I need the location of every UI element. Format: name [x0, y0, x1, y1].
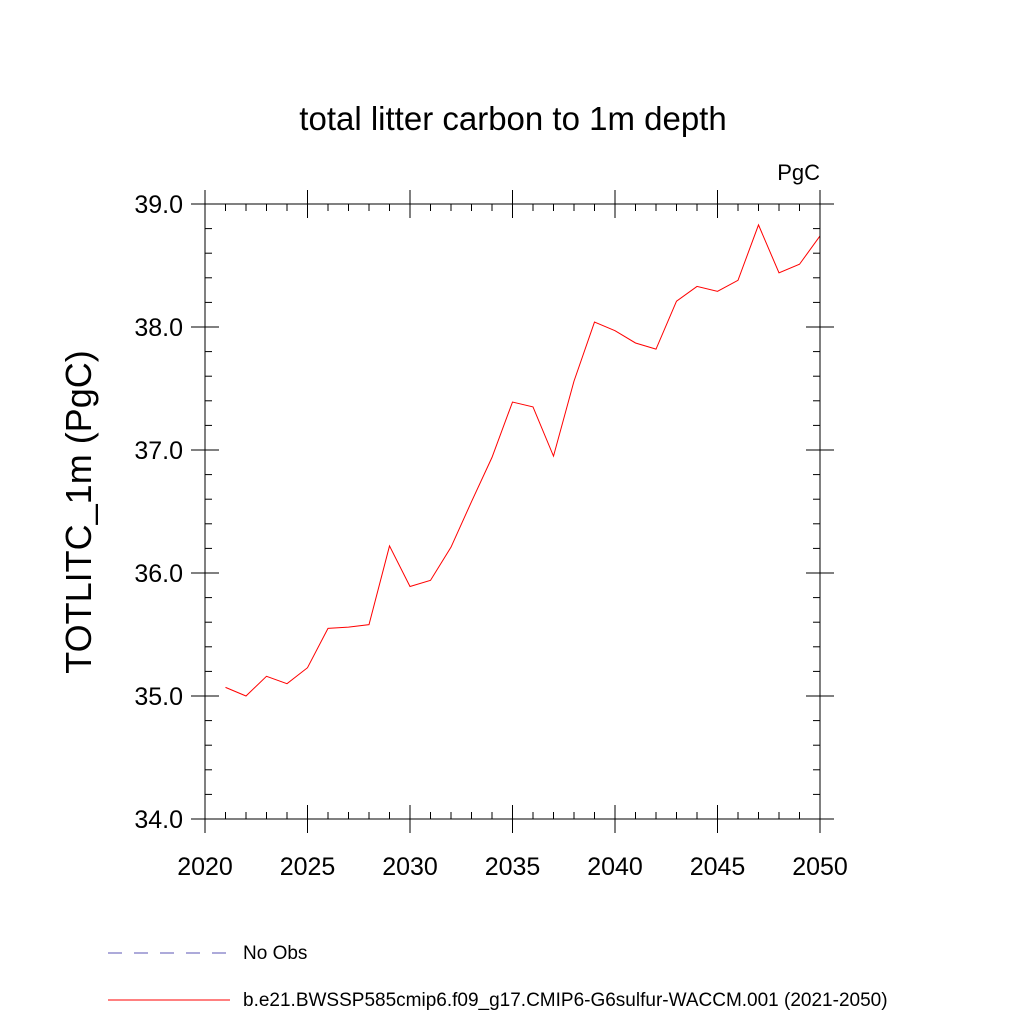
y-tick-label: 35.0 — [134, 683, 183, 711]
series-line-0 — [225, 223, 821, 697]
y-tick-label: 34.0 — [134, 806, 183, 834]
x-tick-labels: 2020 2025 2030 2035 2040 2045 2050 — [177, 853, 848, 881]
x-tick-label: 2030 — [382, 853, 438, 881]
legend-label-model-run: b.e21.BWSSP585cmip6.f09_g17.CMIP6-G6sulf… — [243, 990, 888, 1011]
y-tick-label: 36.0 — [134, 560, 183, 588]
legend: No Obs b.e21.BWSSP585cmip6.f09_g17.CMIP6… — [108, 943, 888, 1011]
series-layer — [225, 223, 821, 697]
x-tick-label: 2040 — [587, 853, 643, 881]
major-ticks — [191, 190, 834, 833]
chart-title: total litter carbon to 1m depth — [299, 100, 726, 137]
minor-ticks — [205, 204, 820, 819]
y-tick-labels: 34.0 35.0 36.0 37.0 38.0 39.0 — [134, 191, 183, 834]
x-tick-label: 2020 — [177, 853, 233, 881]
x-tick-label: 2045 — [690, 853, 746, 881]
y-tick-label: 37.0 — [134, 437, 183, 465]
x-tick-label: 2025 — [280, 853, 336, 881]
x-tick-label: 2035 — [485, 853, 541, 881]
units-label: PgC — [777, 160, 820, 185]
y-tick-label: 39.0 — [134, 191, 183, 219]
legend-label-no-obs: No Obs — [243, 943, 307, 964]
y-axis-label: TOTLITC_1m (PgC) — [58, 350, 99, 673]
x-tick-label: 2050 — [792, 853, 848, 881]
y-tick-label: 38.0 — [134, 314, 183, 342]
plot-frame — [204, 203, 821, 820]
